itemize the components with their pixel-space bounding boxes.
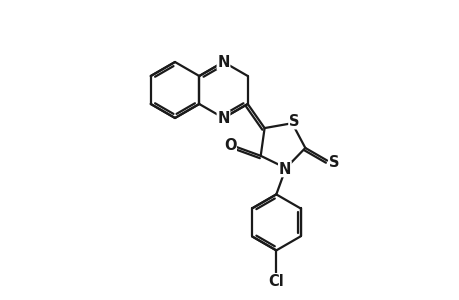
Text: N: N	[217, 55, 229, 70]
Text: N: N	[278, 162, 291, 177]
Text: S: S	[328, 155, 339, 170]
Text: S: S	[288, 114, 299, 129]
Text: O: O	[223, 138, 236, 153]
Text: N: N	[217, 110, 229, 125]
Text: Cl: Cl	[268, 274, 284, 289]
